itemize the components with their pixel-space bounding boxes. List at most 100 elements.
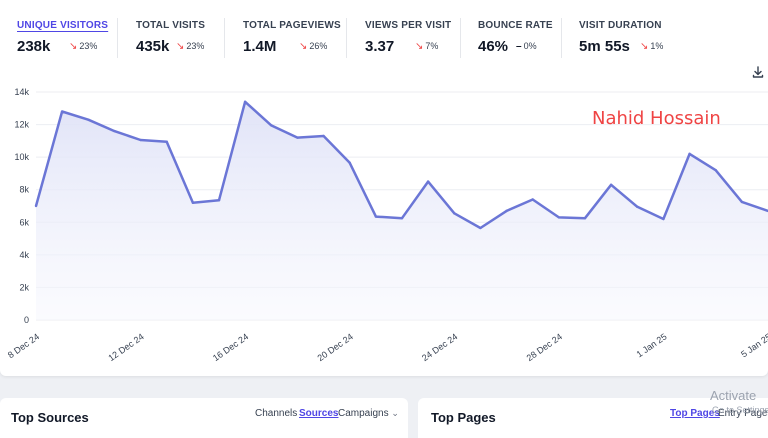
download-icon[interactable] <box>751 65 765 79</box>
activate-windows-text: Activate <box>710 388 757 403</box>
data-point <box>34 204 38 208</box>
data-point <box>191 201 195 204</box>
data-point <box>165 140 168 143</box>
top-sources-title: Top Sources <box>11 410 89 425</box>
visitors-chart: 0 2k 4k 6k 8k 10k 12k 14k 8 Dec 24 12 Dec 24 16 D… <box>6 87 768 363</box>
data-point <box>636 205 639 209</box>
dashboard-main-card: UNIQUE VISITORS 238k ↘ 23% TOTAL VISITS 4… <box>0 0 768 376</box>
y-tick-label: 14k <box>14 87 29 97</box>
data-point <box>374 215 378 218</box>
divider <box>117 18 118 58</box>
stats-row: UNIQUE VISITORS 238k ↘ 23% TOTAL VISITS 4… <box>0 0 768 64</box>
x-tick-label: 12 Dec 24 <box>106 331 145 363</box>
y-tick-label: 0 <box>24 315 29 325</box>
stat-value: 3.37 <box>365 38 395 55</box>
tab-campaigns[interactable]: Campaigns ⌄ <box>338 408 399 419</box>
data-point <box>557 216 561 219</box>
activate-windows-subtext: Go to Settings <box>712 405 768 415</box>
data-point <box>113 129 116 133</box>
tab-entry-pages[interactable]: Entry Pages <box>718 408 768 419</box>
top-pages-card: Top Pages Top Pages Entry Pages <box>418 398 768 438</box>
data-point <box>714 168 717 172</box>
data-point <box>270 124 273 127</box>
data-point <box>662 217 665 221</box>
stat-label: UNIQUE VISITORS <box>17 20 109 31</box>
y-tick-label: 12k <box>14 120 29 130</box>
y-tick-label: 4k <box>19 250 29 260</box>
data-point <box>139 138 142 142</box>
x-tick-label: 5 Jan 25 <box>739 331 768 359</box>
data-point <box>348 161 351 165</box>
data-point <box>505 209 508 213</box>
y-tick-label: 8k <box>19 185 29 195</box>
divider <box>561 18 562 58</box>
stat-label: VIEWS PER VISIT <box>365 20 452 31</box>
stat-label: TOTAL PAGEVIEWS <box>243 20 341 31</box>
stat-label: VISIT DURATION <box>579 20 662 31</box>
dash-icon: – <box>516 41 522 52</box>
stat-bounce-rate[interactable]: BOUNCE RATE 46% –0% <box>478 0 563 64</box>
top-pages-title: Top Pages <box>431 410 496 425</box>
data-point <box>217 199 221 202</box>
arrow-down-right-icon: ↘ <box>415 41 424 52</box>
x-axis-ticks: 8 Dec 24 12 Dec 24 16 Dec 24 20 Dec 24 24 De… <box>6 331 768 363</box>
x-tick-label: 16 Dec 24 <box>211 331 250 363</box>
stat-value: 1.4M <box>243 38 277 55</box>
watermark-name: Nahid Hossain <box>592 108 721 129</box>
tab-channels[interactable]: Channels <box>255 408 298 419</box>
data-point <box>296 136 299 139</box>
stat-change: ↘ 1% <box>640 41 663 52</box>
stat-change: –0% <box>516 41 537 52</box>
arrow-down-right-icon: ↘ <box>299 41 308 52</box>
data-point <box>87 118 90 121</box>
divider <box>346 18 347 58</box>
stat-total-pageviews[interactable]: TOTAL PAGEVIEWS 1.4M ↘ 26% <box>243 0 343 64</box>
stat-unique-visitors[interactable]: UNIQUE VISITORS 238k ↘ 23% <box>17 0 117 64</box>
stat-total-visits[interactable]: TOTAL VISITS 435k ↘ 23% <box>136 0 236 64</box>
data-point <box>453 212 456 215</box>
x-tick-label: 8 Dec 24 <box>6 331 41 360</box>
stat-value: 238k <box>17 38 51 55</box>
data-point <box>60 110 64 113</box>
stat-change-value: 0% <box>523 41 537 51</box>
data-point <box>426 180 430 183</box>
x-tick-label: 28 Dec 24 <box>525 331 564 363</box>
divider <box>224 18 225 58</box>
data-point <box>400 217 404 220</box>
stat-label: TOTAL VISITS <box>136 20 206 31</box>
x-tick-label: 24 Dec 24 <box>420 331 459 363</box>
stat-label: BOUNCE RATE <box>478 20 553 31</box>
stat-views-per-visit[interactable]: VIEWS PER VISIT 3.37 ↘ 7% <box>365 0 460 64</box>
data-point <box>609 183 613 187</box>
data-point <box>322 134 325 138</box>
y-tick-label: 6k <box>19 217 29 227</box>
arrow-down-right-icon: ↘ <box>69 41 78 52</box>
tab-sources[interactable]: Sources <box>299 408 339 419</box>
stat-visit-duration[interactable]: VISIT DURATION 5m 55s ↘ 1% <box>579 0 689 64</box>
stat-change-value: 1% <box>650 41 664 51</box>
stat-change: ↘ 23% <box>69 41 97 52</box>
tab-campaigns-label: Campaigns <box>338 408 389 419</box>
stat-change: ↘ 7% <box>415 41 438 52</box>
x-tick-label: 1 Jan 25 <box>635 331 669 359</box>
stat-change-value: 23% <box>79 41 98 51</box>
x-tick-label: 20 Dec 24 <box>316 331 355 363</box>
arrow-down-right-icon: ↘ <box>640 41 649 52</box>
chart-points <box>34 100 768 230</box>
y-tick-label: 10k <box>14 152 29 162</box>
chart-area-fill <box>36 101 768 320</box>
y-axis-ticks: 0 2k 4k 6k 8k 10k 12k 14k <box>14 87 29 325</box>
stat-change: ↘ 23% <box>176 41 204 52</box>
stat-change-value: 26% <box>309 41 328 51</box>
chevron-down-icon: ⌄ <box>391 408 399 418</box>
stat-change-value: 23% <box>186 41 205 51</box>
data-point <box>583 217 587 220</box>
data-point <box>479 226 482 230</box>
y-tick-label: 2k <box>19 282 29 292</box>
data-point <box>688 152 691 156</box>
stat-value: 5m 55s <box>579 38 630 55</box>
top-sources-card: Top Sources Channels Sources Campaigns ⌄ <box>0 398 408 438</box>
data-point <box>531 198 534 201</box>
tab-top-pages[interactable]: Top Pages <box>670 408 720 419</box>
stat-change: ↘ 26% <box>299 41 327 52</box>
